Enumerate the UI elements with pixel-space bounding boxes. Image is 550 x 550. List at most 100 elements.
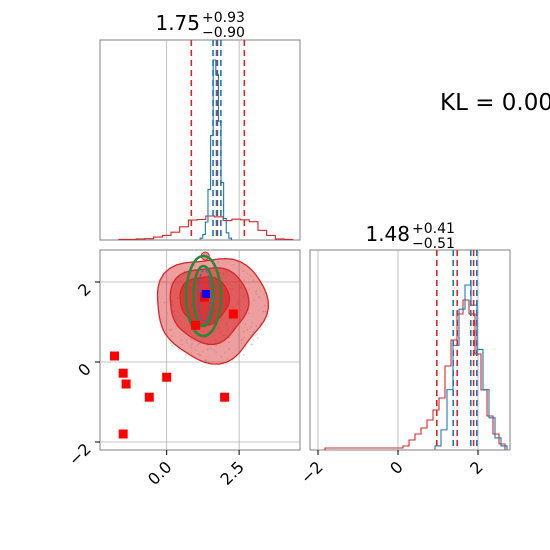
scatter-ytick-label: −2 bbox=[65, 439, 95, 469]
scatter-xtick-label: 2.5 bbox=[217, 457, 248, 488]
scatter-sample-point bbox=[255, 290, 258, 293]
scatter-sample-point bbox=[183, 270, 186, 273]
right-hist-frame bbox=[309, 249, 511, 451]
scatter-sample-point bbox=[253, 299, 256, 302]
top-hist-blue-series bbox=[199, 59, 232, 240]
scatter-sample-point bbox=[169, 342, 172, 344]
scatter-sample-point bbox=[186, 342, 189, 344]
scatter-sample-point bbox=[232, 263, 235, 266]
top-hist-title-plus: +0.93 bbox=[202, 10, 245, 26]
scatter-sample-point bbox=[266, 315, 269, 318]
scatter-sample-point bbox=[243, 330, 245, 333]
scatter-sample-point bbox=[250, 280, 253, 283]
scatter-sample-point bbox=[251, 343, 254, 346]
scatter-sample-point bbox=[213, 349, 216, 352]
scatter-sample-point bbox=[252, 339, 255, 341]
scatter-sample-point bbox=[220, 355, 223, 358]
scatter-sample-point bbox=[166, 312, 169, 315]
top-hist-title-value: 1.75 bbox=[155, 11, 200, 35]
scatter-sample-point bbox=[228, 348, 231, 350]
scatter-sample-point bbox=[215, 344, 218, 347]
scatter-sample-point bbox=[255, 293, 257, 296]
scatter-sample-point bbox=[237, 333, 240, 336]
scatter-sample-point bbox=[201, 350, 204, 353]
scatter-sample-point bbox=[259, 328, 262, 331]
scatter-sample-point bbox=[228, 336, 231, 339]
red-square-marker bbox=[121, 379, 131, 389]
scatter-sample-point bbox=[177, 348, 180, 351]
blue-ellipse bbox=[197, 269, 212, 323]
red-square-marker bbox=[162, 372, 172, 382]
scatter-sample-point bbox=[163, 301, 166, 304]
red-square-marker bbox=[118, 368, 128, 378]
scatter-sample-point bbox=[244, 323, 247, 326]
scatter-ytick-label: 0 bbox=[74, 359, 95, 380]
scatter-sample-point bbox=[242, 270, 245, 272]
scatter-sample-point bbox=[254, 334, 257, 337]
scatter-sample-point bbox=[246, 273, 249, 275]
bottom-left-scatter-panel bbox=[95, 249, 301, 455]
scatter-sample-point bbox=[165, 292, 167, 295]
scatter-sample-point bbox=[264, 324, 267, 327]
right-hist-xtick-label: −2 bbox=[297, 457, 327, 487]
red-square-marker bbox=[220, 392, 230, 402]
scatter-sample-point bbox=[248, 288, 251, 291]
scatter-sample-point bbox=[223, 351, 226, 354]
scatter-sample-point bbox=[169, 329, 172, 332]
scatter-sample-point bbox=[247, 312, 250, 315]
scatter-sample-point bbox=[171, 344, 173, 347]
scatter-sample-point bbox=[242, 353, 245, 356]
scatter-sample-point bbox=[219, 361, 221, 364]
scatter-sample-point bbox=[243, 279, 246, 282]
scatter-sample-point bbox=[262, 310, 265, 313]
top-hist-frame bbox=[99, 39, 301, 241]
scatter-sample-point bbox=[180, 339, 183, 342]
scatter-sample-point bbox=[252, 279, 255, 282]
scatter-sample-point bbox=[264, 310, 267, 312]
kl-annotation: KL = 0.00 bbox=[440, 90, 550, 116]
scatter-sample-point bbox=[190, 344, 193, 347]
scatter-sample-point bbox=[250, 343, 252, 346]
scatter-sample-point bbox=[252, 331, 255, 333]
blue-square-marker bbox=[201, 290, 210, 298]
red-square-marker bbox=[191, 320, 201, 330]
scatter-sample-point bbox=[189, 346, 192, 349]
scatter-sample-point bbox=[210, 347, 212, 350]
scatter-sample-point bbox=[199, 354, 202, 357]
scatter-sample-point bbox=[255, 332, 258, 335]
right-hist-xtick-label: 2 bbox=[466, 457, 487, 478]
scatter-sample-point bbox=[194, 349, 197, 351]
green-ellipse bbox=[192, 264, 215, 328]
scatter-ytick-label: 2 bbox=[74, 279, 95, 300]
scatter-sample-point bbox=[246, 328, 249, 331]
scatter-sample-point bbox=[255, 325, 258, 328]
scatter-xtick-label: 0.0 bbox=[144, 457, 175, 488]
scatter-sample-point bbox=[217, 261, 220, 264]
scatter-sample-point bbox=[215, 351, 218, 354]
scatter-sample-point bbox=[263, 304, 266, 307]
scatter-sample-point bbox=[189, 351, 192, 354]
scatter-sample-point bbox=[198, 353, 201, 356]
right-hist-title-minus: −0.51 bbox=[412, 236, 455, 252]
scatter-sample-point bbox=[191, 343, 194, 345]
top-left-histogram-panel bbox=[99, 39, 301, 241]
scatter-sample-point bbox=[189, 337, 192, 340]
bottom-right-histogram-panel bbox=[309, 249, 511, 455]
scatter-sample-point bbox=[192, 339, 195, 342]
scatter-sample-point bbox=[260, 321, 262, 324]
scatter-sample-point bbox=[228, 341, 230, 344]
right-hist-xtick-label: 0 bbox=[386, 457, 407, 478]
red-square-marker bbox=[228, 309, 238, 319]
right-hist-title-value: 1.48 bbox=[365, 222, 410, 246]
scatter-sample-point bbox=[206, 344, 209, 347]
scatter-sample-point bbox=[256, 337, 259, 339]
scatter-sample-point bbox=[169, 282, 172, 285]
top-hist-title-minus: −0.90 bbox=[202, 25, 245, 41]
scatter-sample-point bbox=[181, 344, 184, 346]
scatter-sample-point bbox=[226, 357, 229, 360]
scatter-sample-point bbox=[204, 360, 207, 362]
red-square-marker bbox=[109, 351, 119, 361]
scatter-sample-point bbox=[206, 347, 209, 350]
scatter-sample-point bbox=[250, 326, 252, 328]
